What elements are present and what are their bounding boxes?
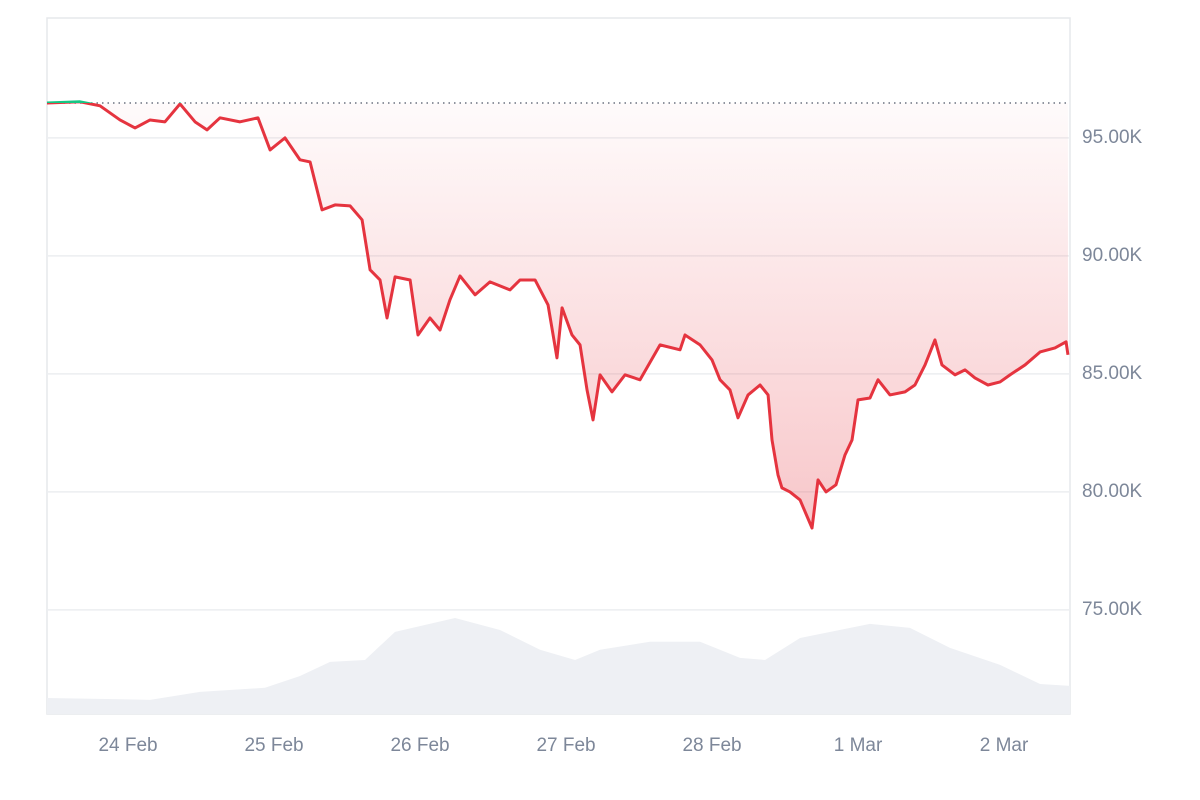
volume-area xyxy=(47,617,1070,714)
y-tick-label: 75.00K xyxy=(1082,599,1143,620)
y-tick-label: 95.00K xyxy=(1082,127,1143,148)
x-tick-label: 25 Feb xyxy=(244,735,303,756)
x-tick-label: 1 Mar xyxy=(834,735,883,756)
x-tick-label: 2 Mar xyxy=(980,735,1029,756)
y-tick-label: 90.00K xyxy=(1082,245,1143,266)
price-line-down xyxy=(47,102,1070,530)
x-tick-label: 28 Feb xyxy=(682,735,741,756)
drop-fill xyxy=(85,102,1068,529)
x-tick-label: 26 Feb xyxy=(390,735,449,756)
y-tick-label: 85.00K xyxy=(1082,363,1143,384)
y-tick-label: 80.00K xyxy=(1082,481,1143,502)
x-tick-label: 27 Feb xyxy=(536,735,595,756)
x-tick-label: 24 Feb xyxy=(98,735,157,756)
